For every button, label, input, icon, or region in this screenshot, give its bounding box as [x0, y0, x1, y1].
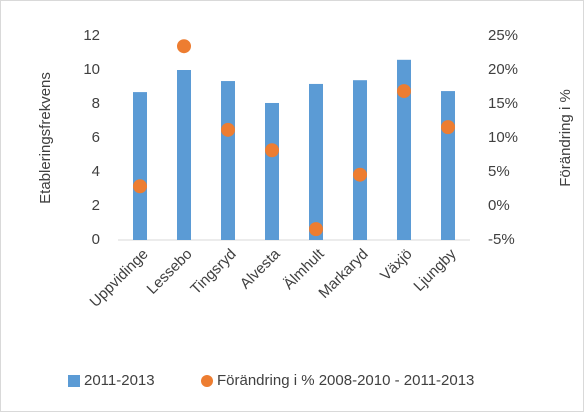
- y2-tick-label: 15%: [488, 95, 518, 112]
- bar: [309, 83, 323, 240]
- bar: [265, 102, 279, 240]
- y2-tick-label: 5%: [488, 163, 510, 180]
- legend-swatch: [68, 375, 80, 387]
- bar: [353, 80, 367, 240]
- y2-tick-label: 25%: [488, 27, 518, 44]
- legend-swatch: [201, 375, 213, 387]
- y2-tick-label: -5%: [488, 231, 515, 248]
- dot: [133, 179, 147, 194]
- dot: [309, 222, 323, 237]
- y-tick-label: 10: [83, 61, 100, 78]
- dot: [353, 167, 367, 182]
- y2-tick-label: 10%: [488, 129, 518, 146]
- bar: [133, 92, 147, 240]
- y-tick-label: 0: [92, 231, 100, 248]
- legend-label: 2011-2013: [84, 372, 155, 389]
- y-tick-label: 6: [92, 129, 100, 146]
- y-tick-label: 2: [92, 197, 100, 214]
- y2-tick-label: 0%: [488, 197, 510, 214]
- dot: [221, 122, 235, 137]
- dot: [177, 39, 191, 54]
- y2-axis-title: Förändring i %: [557, 89, 574, 187]
- bar: [221, 81, 235, 240]
- bar: [177, 70, 191, 240]
- y-tick-label: 4: [92, 163, 100, 180]
- y2-tick-label: 20%: [488, 61, 518, 78]
- dot: [397, 84, 411, 99]
- y-tick-label: 12: [83, 27, 100, 44]
- y-tick-label: 8: [92, 95, 100, 112]
- bar: [397, 59, 411, 240]
- bar: [441, 91, 455, 240]
- dot: [441, 120, 455, 135]
- dot: [265, 143, 279, 158]
- y-axis-title: Etableringsfrekvens: [37, 72, 54, 204]
- legend-label: Förändring i % 2008-2010 - 2011-2013: [217, 372, 474, 389]
